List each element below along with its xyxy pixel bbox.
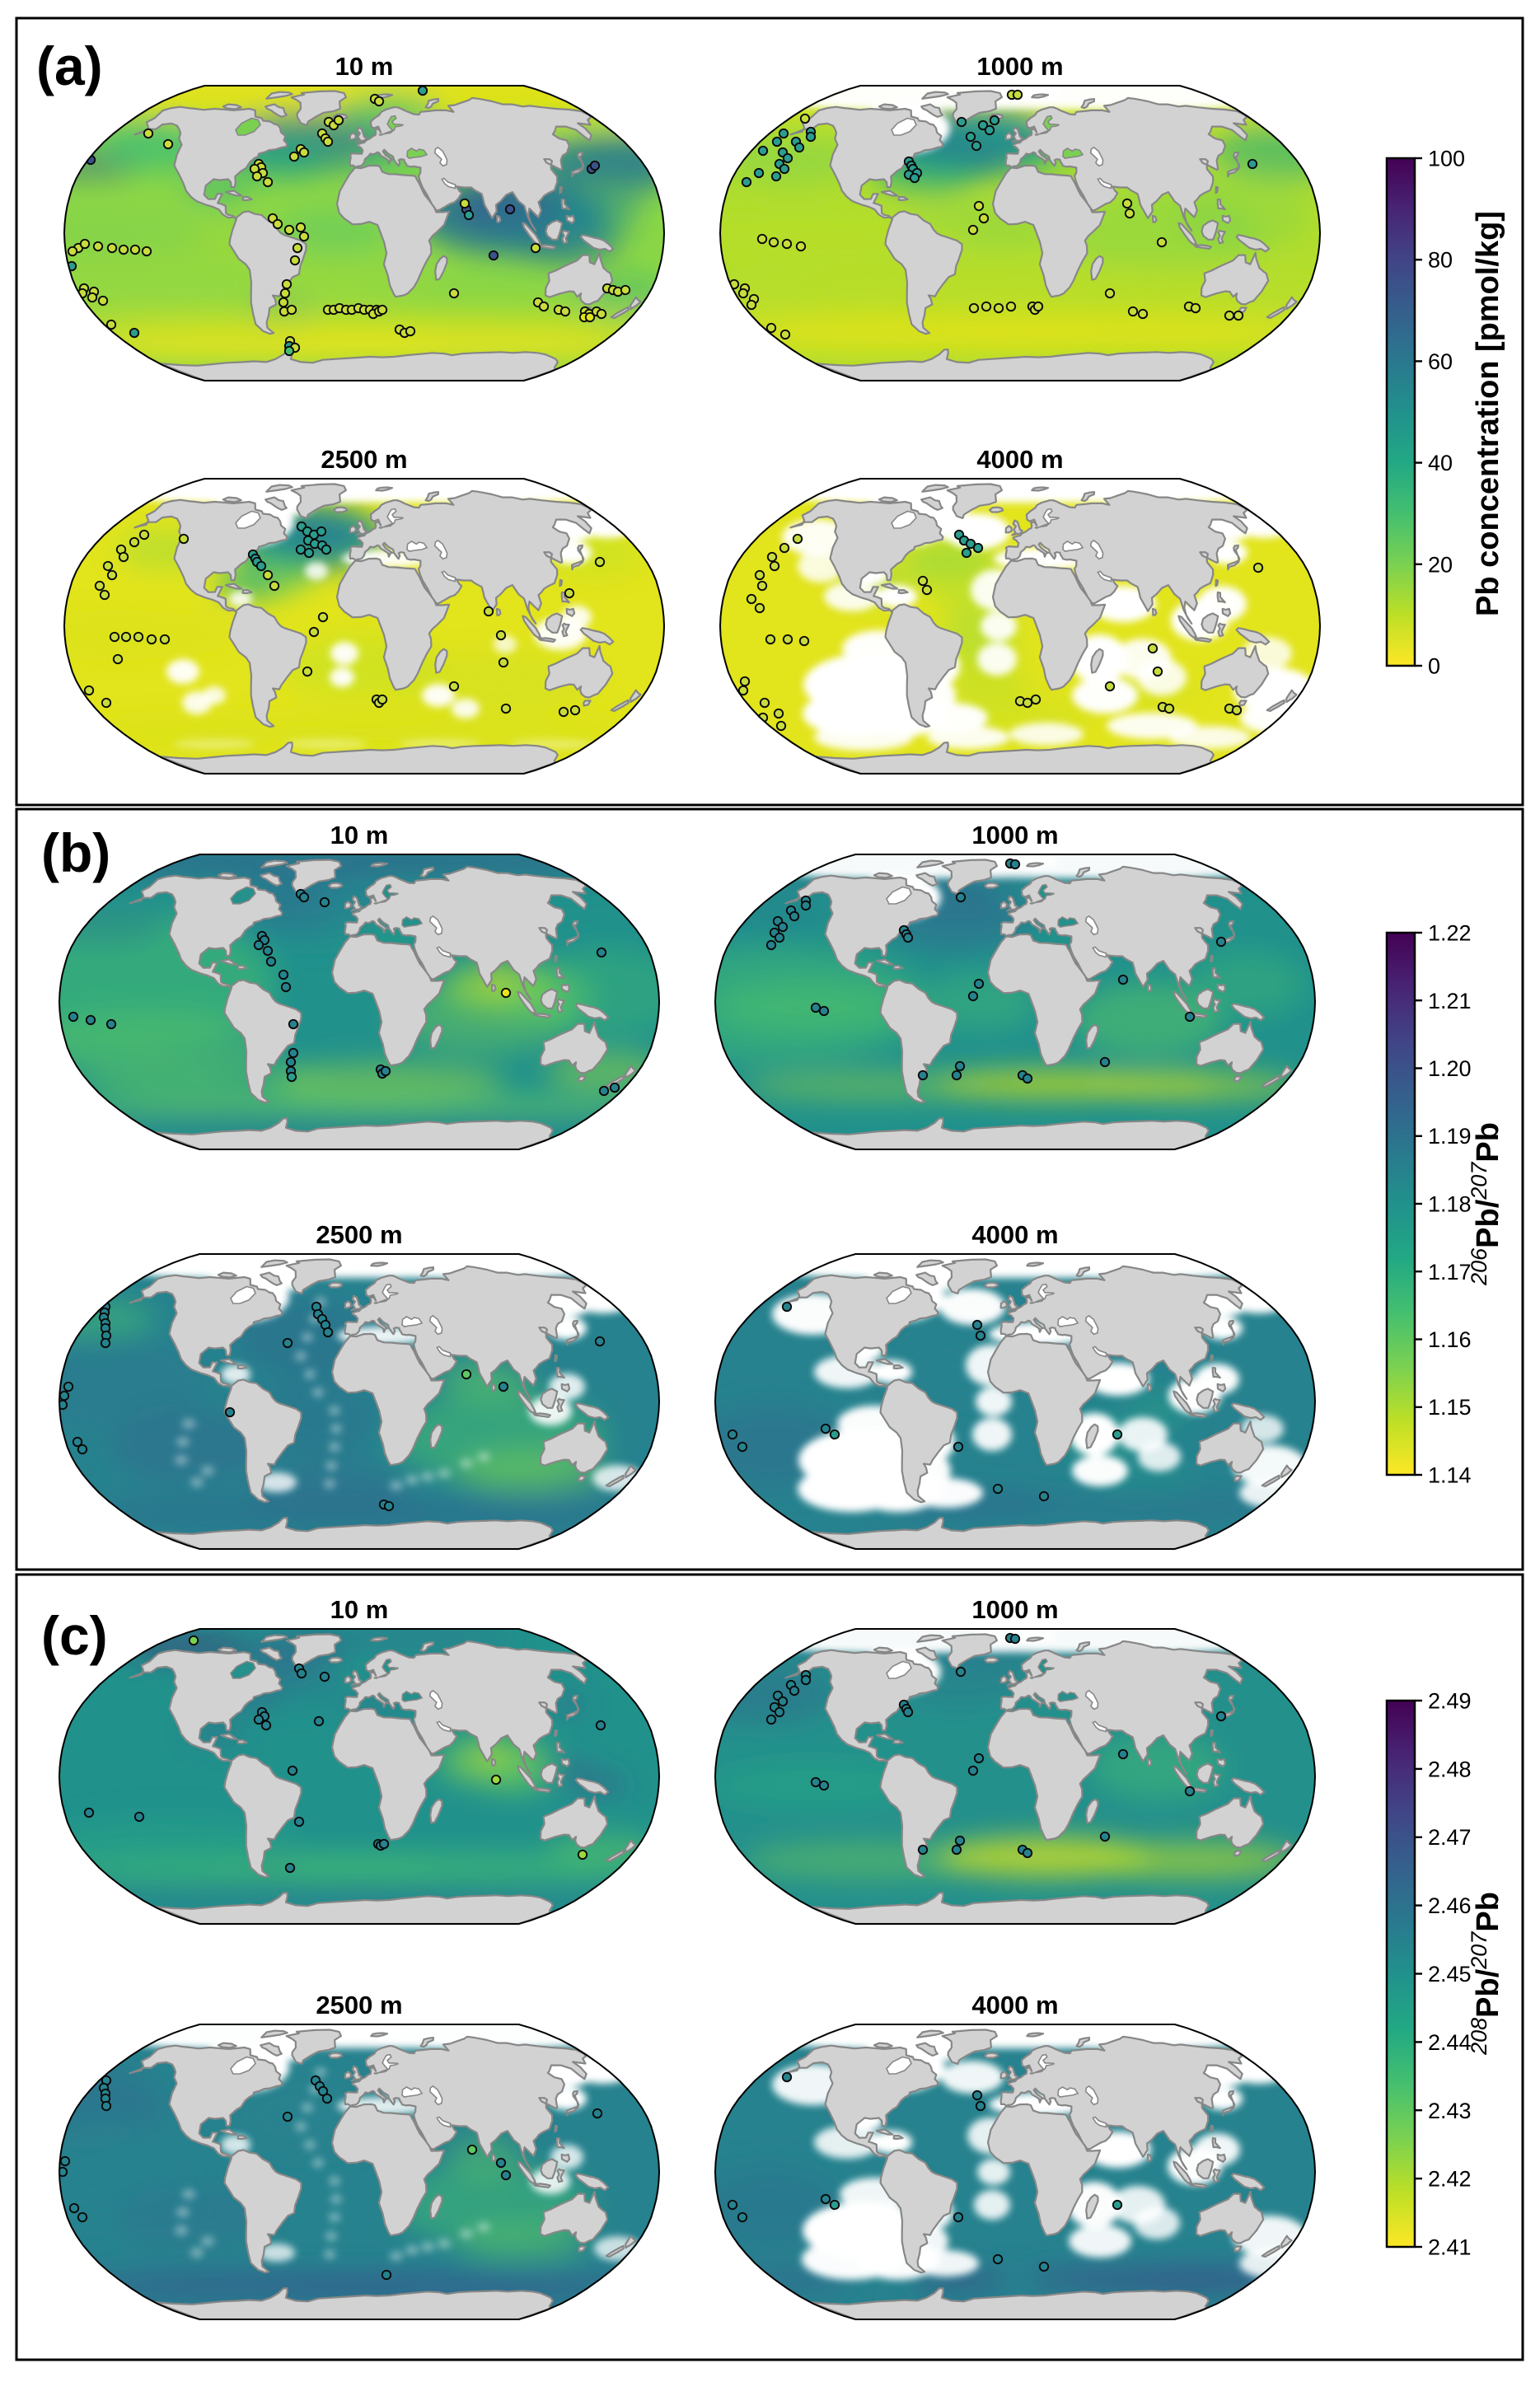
- svg-text:80: 80: [1428, 248, 1453, 273]
- svg-text:2.43: 2.43: [1428, 2099, 1472, 2123]
- svg-text:206Pb/207Pb: 206Pb/207Pb: [1467, 1122, 1505, 1286]
- svg-text:2500 m: 2500 m: [316, 1220, 402, 1249]
- svg-text:2.48: 2.48: [1428, 1757, 1472, 1781]
- svg-text:1000 m: 1000 m: [971, 1595, 1058, 1624]
- svg-text:1000 m: 1000 m: [976, 52, 1063, 81]
- svg-text:40: 40: [1428, 451, 1453, 475]
- svg-text:2.42: 2.42: [1428, 2167, 1472, 2192]
- svg-text:10 m: 10 m: [330, 821, 389, 849]
- svg-text:1.14: 1.14: [1428, 1463, 1472, 1488]
- svg-text:100: 100: [1428, 147, 1465, 171]
- svg-text:2.41: 2.41: [1428, 2235, 1472, 2260]
- svg-text:1.16: 1.16: [1428, 1327, 1472, 1352]
- svg-text:4000 m: 4000 m: [971, 1220, 1058, 1249]
- svg-text:Pb concentration [pmol/kg]: Pb concentration [pmol/kg]: [1471, 211, 1505, 616]
- svg-text:2.46: 2.46: [1428, 1893, 1472, 1918]
- svg-text:(c): (c): [41, 1605, 108, 1666]
- svg-text:4000 m: 4000 m: [976, 445, 1063, 474]
- svg-text:0: 0: [1428, 654, 1440, 679]
- svg-text:1.20: 1.20: [1428, 1056, 1472, 1081]
- svg-text:10 m: 10 m: [330, 1595, 389, 1624]
- svg-text:20: 20: [1428, 552, 1453, 577]
- svg-text:2500 m: 2500 m: [321, 445, 407, 474]
- svg-text:2.45: 2.45: [1428, 1962, 1472, 1987]
- svg-text:(a): (a): [36, 35, 103, 96]
- svg-text:2.44: 2.44: [1428, 2030, 1472, 2055]
- svg-text:1.17: 1.17: [1428, 1260, 1472, 1285]
- svg-text:1000 m: 1000 m: [971, 821, 1058, 849]
- svg-text:1.18: 1.18: [1428, 1192, 1472, 1217]
- svg-text:1.21: 1.21: [1428, 989, 1472, 1013]
- svg-text:10 m: 10 m: [335, 52, 394, 81]
- svg-text:1.15: 1.15: [1428, 1395, 1472, 1420]
- svg-text:4000 m: 4000 m: [971, 1991, 1058, 2019]
- svg-text:(b): (b): [41, 822, 110, 883]
- svg-text:60: 60: [1428, 349, 1453, 374]
- svg-text:2.49: 2.49: [1428, 1689, 1472, 1714]
- svg-text:1.22: 1.22: [1428, 921, 1472, 946]
- svg-text:2.47: 2.47: [1428, 1825, 1472, 1850]
- svg-text:1.19: 1.19: [1428, 1124, 1472, 1149]
- svg-text:2500 m: 2500 m: [316, 1991, 402, 2019]
- svg-text:208Pb/207Pb: 208Pb/207Pb: [1467, 1892, 1505, 2056]
